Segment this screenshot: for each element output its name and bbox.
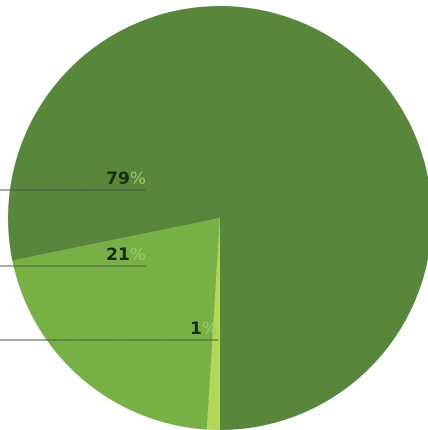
pie-slice-1 [206, 218, 220, 430]
data-label-21: 21% [106, 245, 146, 265]
pie-slice-79 [8, 6, 428, 430]
pie-labels: 79% 21% 1% [0, 169, 218, 341]
pie-slices [8, 6, 428, 430]
pie-slice-21 [12, 218, 220, 430]
data-label-79: 79% [106, 169, 146, 189]
data-label-1: 1% [190, 319, 218, 339]
